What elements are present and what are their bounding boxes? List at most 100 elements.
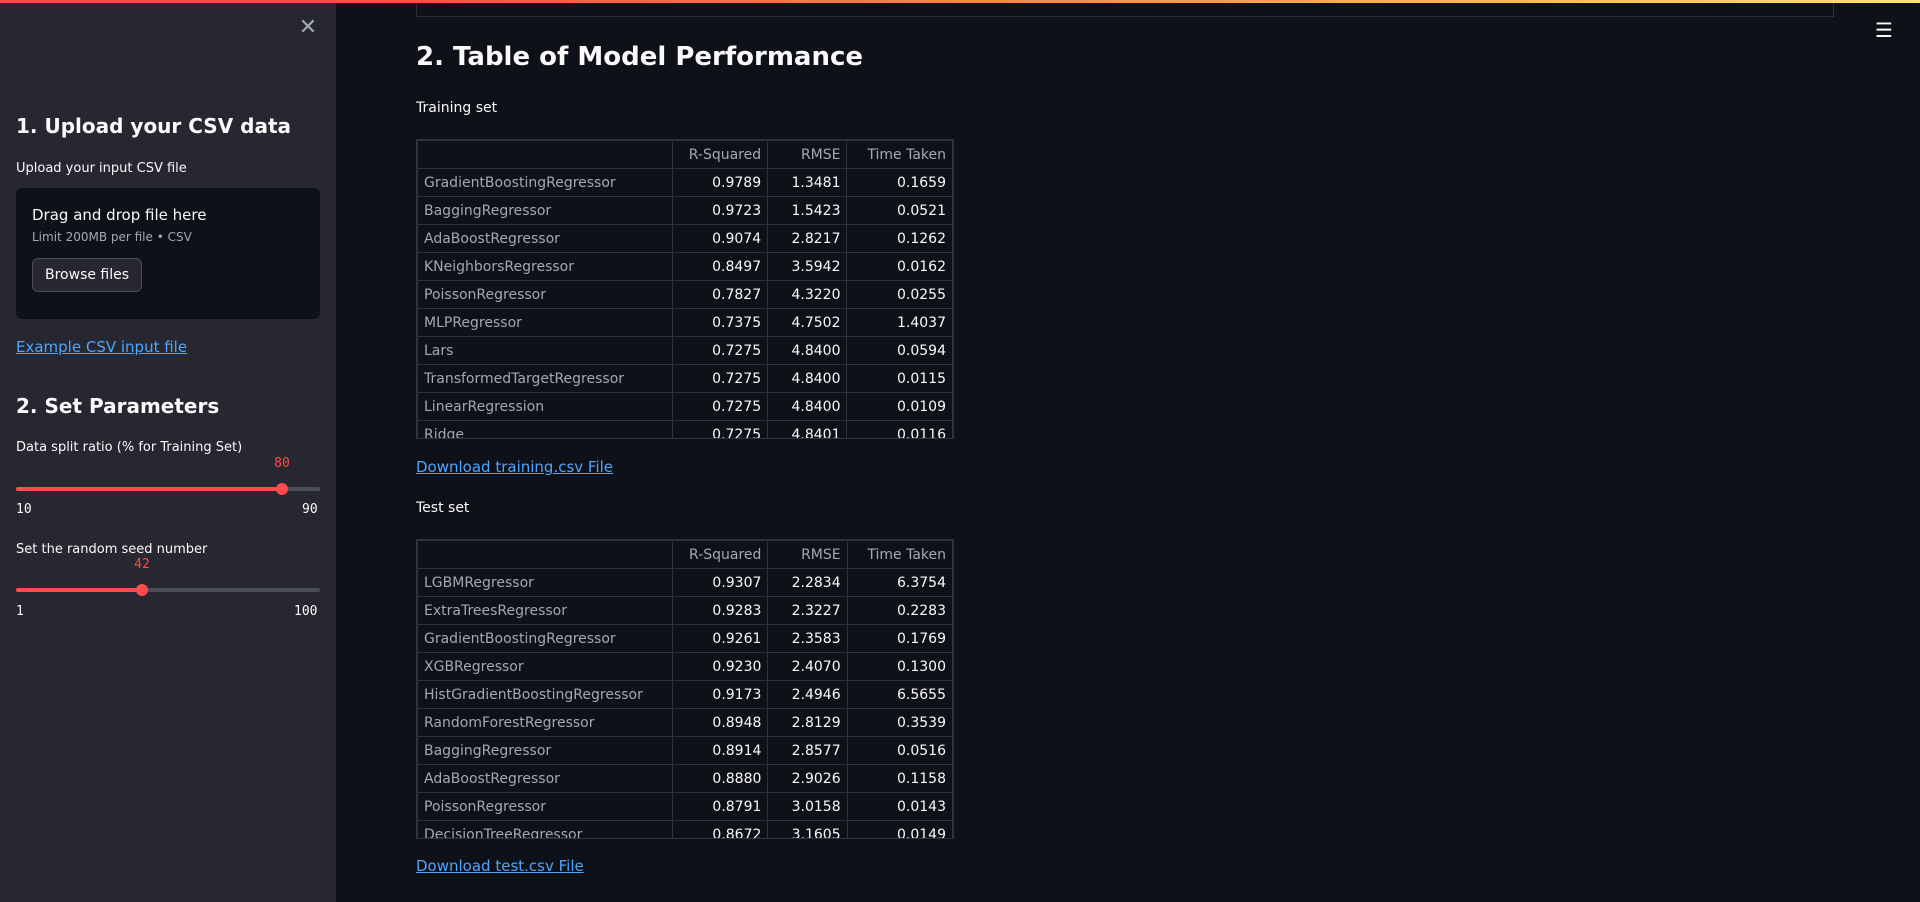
metric-cell[interactable]: 0.0115 — [846, 364, 953, 393]
model-name-cell[interactable]: HistGradientBoostingRegressor — [417, 680, 673, 709]
metric-cell[interactable]: 0.7827 — [671, 280, 769, 309]
model-name-cell[interactable]: Lars — [417, 336, 673, 365]
metric-cell[interactable]: 2.3227 — [767, 596, 848, 625]
metric-cell[interactable]: 2.4946 — [767, 680, 848, 709]
metric-cell[interactable]: 4.8400 — [767, 364, 848, 393]
metric-cell[interactable]: 0.9723 — [671, 196, 769, 225]
metric-cell[interactable]: 0.7275 — [671, 364, 769, 393]
metric-cell[interactable]: 0.9261 — [671, 624, 769, 653]
hamburger-menu-icon[interactable]: ☰ — [1875, 18, 1893, 42]
metric-cell[interactable]: 0.0255 — [846, 280, 953, 309]
metric-cell[interactable]: 2.8577 — [767, 736, 848, 765]
metric-cell[interactable]: 2.8217 — [767, 224, 848, 253]
metric-cell[interactable]: 4.8401 — [767, 420, 848, 438]
model-name-cell[interactable]: DecisionTreeRegressor — [417, 820, 673, 838]
model-name-cell[interactable]: LinearRegression — [417, 392, 673, 421]
model-name-cell[interactable]: AdaBoostRegressor — [417, 224, 673, 253]
metric-cell[interactable]: 3.1605 — [767, 820, 848, 838]
metric-cell[interactable]: 0.0116 — [846, 420, 953, 438]
training-table[interactable]: R-Squared RMSE Time Taken GradientBoosti… — [416, 139, 954, 439]
metric-cell[interactable]: 1.3481 — [767, 168, 848, 197]
example-csv-link[interactable]: Example CSV input file — [16, 338, 188, 356]
metric-cell[interactable]: 0.1769 — [846, 624, 953, 653]
model-name-cell[interactable]: Ridge — [417, 420, 673, 438]
metric-cell[interactable]: 0.9074 — [671, 224, 769, 253]
slider-thumb[interactable] — [136, 584, 148, 596]
metric-cell[interactable]: 0.7375 — [671, 308, 769, 337]
metric-cell[interactable]: 2.9026 — [767, 764, 848, 793]
download-training-link[interactable]: Download training.csv File — [416, 458, 614, 476]
model-name-cell[interactable]: BaggingRegressor — [417, 196, 673, 225]
metric-cell[interactable]: 0.7275 — [671, 392, 769, 421]
model-name-cell[interactable]: TransformedTargetRegressor — [417, 364, 673, 393]
model-name-cell[interactable]: BaggingRegressor — [417, 736, 673, 765]
model-name-cell[interactable]: AdaBoostRegressor — [417, 764, 673, 793]
metric-cell[interactable]: 6.3754 — [846, 568, 953, 597]
metric-cell[interactable]: 0.9307 — [671, 568, 769, 597]
metric-cell[interactable]: 0.9173 — [671, 680, 769, 709]
metric-cell[interactable]: 0.7275 — [671, 336, 769, 365]
model-name-cell[interactable]: MLPRegressor — [417, 308, 673, 337]
metric-cell[interactable]: 0.8672 — [671, 820, 769, 838]
metric-cell[interactable]: 4.3220 — [767, 280, 848, 309]
metric-cell[interactable]: 0.8948 — [671, 708, 769, 737]
metric-cell[interactable]: 0.0143 — [846, 792, 953, 821]
metric-cell[interactable]: 0.0594 — [846, 336, 953, 365]
metric-cell[interactable]: 3.5942 — [767, 252, 848, 281]
metric-cell[interactable]: 0.1262 — [846, 224, 953, 253]
metric-cell[interactable]: 2.4070 — [767, 652, 848, 681]
column-header[interactable]: Time Taken — [846, 140, 953, 169]
column-header[interactable]: RMSE — [767, 140, 848, 169]
column-header[interactable]: Time Taken — [846, 540, 953, 569]
metric-cell[interactable]: 0.8880 — [671, 764, 769, 793]
random-seed-slider[interactable]: 42 — [16, 557, 320, 599]
test-table[interactable]: R-Squared RMSE Time Taken LGBMRegressor 0… — [416, 539, 954, 839]
column-header[interactable] — [417, 140, 673, 169]
metric-cell[interactable]: 4.7502 — [767, 308, 848, 337]
column-header[interactable] — [417, 540, 673, 569]
metric-cell[interactable]: 0.8791 — [671, 792, 769, 821]
model-name-cell[interactable]: PoissonRegressor — [417, 792, 673, 821]
model-name-cell[interactable]: LGBMRegressor — [417, 568, 673, 597]
metric-cell[interactable]: 0.9283 — [671, 596, 769, 625]
metric-cell[interactable]: 0.0162 — [846, 252, 953, 281]
metric-cell[interactable]: 0.2283 — [846, 596, 953, 625]
metric-cell[interactable]: 0.3539 — [846, 708, 953, 737]
metric-cell[interactable]: 2.8129 — [767, 708, 848, 737]
metric-cell[interactable]: 0.9230 — [671, 652, 769, 681]
metric-cell[interactable]: 0.0521 — [846, 196, 953, 225]
browse-files-button[interactable]: Browse files — [32, 258, 143, 292]
metric-cell[interactable]: 0.0516 — [846, 736, 953, 765]
model-name-cell[interactable]: GradientBoostingRegressor — [417, 624, 673, 653]
metric-cell[interactable]: 0.1300 — [846, 652, 953, 681]
metric-cell[interactable]: 2.3583 — [767, 624, 848, 653]
metric-cell[interactable]: 0.0149 — [846, 820, 953, 838]
model-name-cell[interactable]: KNeighborsRegressor — [417, 252, 673, 281]
model-name-cell[interactable]: XGBRegressor — [417, 652, 673, 681]
metric-cell[interactable]: 0.7275 — [671, 420, 769, 438]
column-header[interactable]: RMSE — [767, 540, 848, 569]
split-ratio-slider[interactable]: 80 — [16, 456, 320, 498]
column-header[interactable]: R-Squared — [671, 540, 769, 569]
metric-cell[interactable]: 1.4037 — [846, 308, 953, 337]
model-name-cell[interactable]: PoissonRegressor — [417, 280, 673, 309]
metric-cell[interactable]: 0.1659 — [846, 168, 953, 197]
metric-cell[interactable]: 0.9789 — [671, 168, 769, 197]
metric-cell[interactable]: 1.5423 — [767, 196, 848, 225]
column-header[interactable]: R-Squared — [671, 140, 769, 169]
metric-cell[interactable]: 4.8400 — [767, 336, 848, 365]
download-test-link[interactable]: Download test.csv File — [416, 857, 584, 875]
metric-cell[interactable]: 0.1158 — [846, 764, 953, 793]
metric-cell[interactable]: 3.0158 — [767, 792, 848, 821]
metric-cell[interactable]: 0.8914 — [671, 736, 769, 765]
metric-cell[interactable]: 4.8400 — [767, 392, 848, 421]
slider-thumb[interactable] — [276, 483, 288, 495]
model-name-cell[interactable]: ExtraTreesRegressor — [417, 596, 673, 625]
model-name-cell[interactable]: GradientBoostingRegressor — [417, 168, 673, 197]
close-icon[interactable]: ✕ — [298, 15, 318, 40]
file-dropzone[interactable]: Drag and drop file here Limit 200MB per … — [16, 188, 320, 319]
metric-cell[interactable]: 2.2834 — [767, 568, 848, 597]
metric-cell[interactable]: 0.0109 — [846, 392, 953, 421]
model-name-cell[interactable]: RandomForestRegressor — [417, 708, 673, 737]
metric-cell[interactable]: 0.8497 — [671, 252, 769, 281]
